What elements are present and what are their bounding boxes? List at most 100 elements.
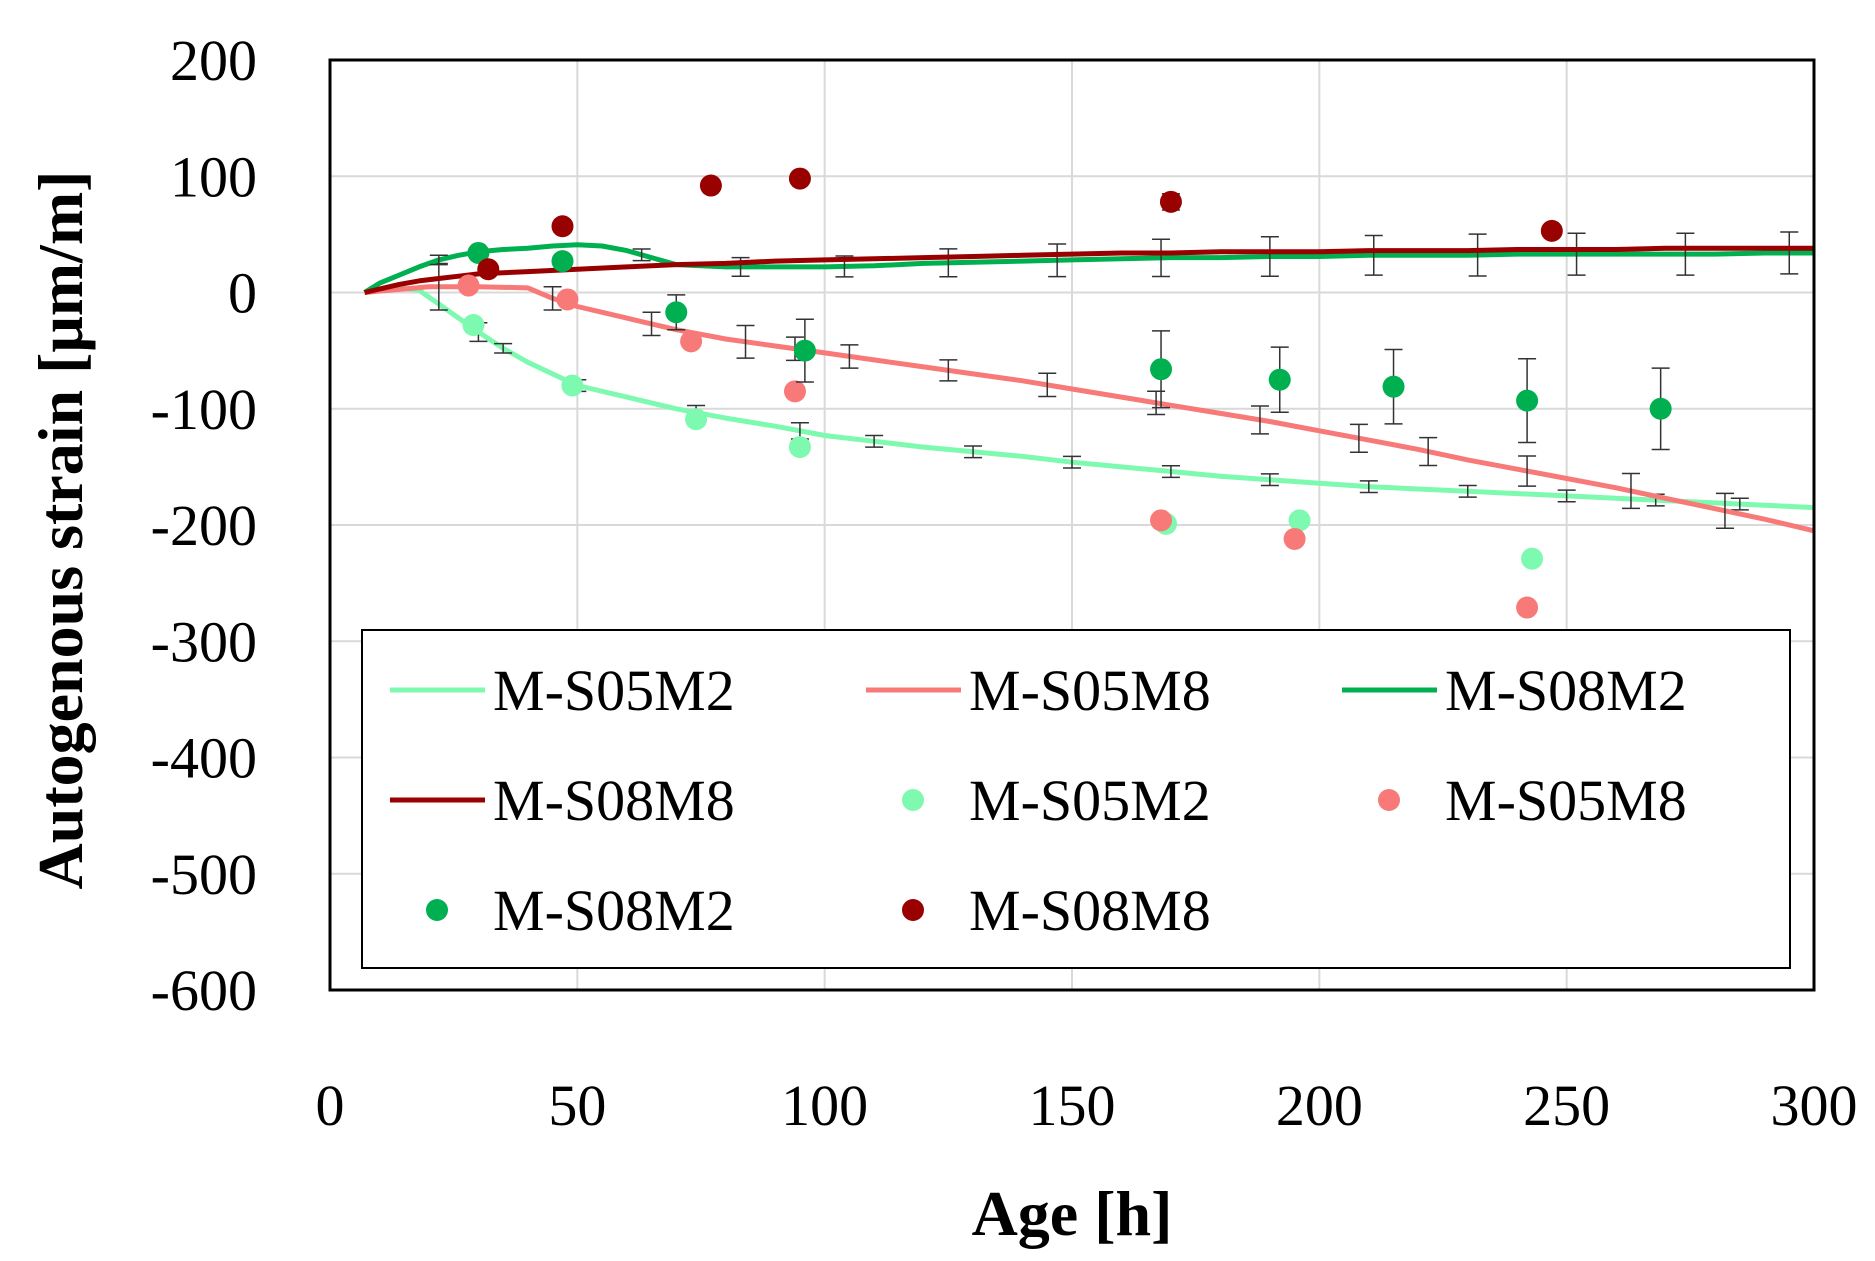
legend-marker-swatch	[1378, 789, 1400, 811]
legend-label: M-S05M8	[1445, 768, 1687, 833]
scatter-point	[1288, 509, 1311, 532]
scatter-point	[462, 314, 485, 337]
error-bar	[1780, 231, 1799, 275]
legend-label: M-S08M2	[493, 878, 735, 943]
error-bar	[964, 445, 983, 459]
legend-entry: M-S08M2	[1342, 658, 1687, 723]
legend-entry: M-S05M8	[866, 658, 1211, 723]
scatter-point	[1521, 547, 1544, 570]
legend-label: M-S05M8	[969, 658, 1211, 723]
legend-box	[361, 629, 1791, 969]
plot-border	[328, 58, 1816, 992]
tick-labels: 0 50 100 150 200 250 300 -600 -500 -400 -300 -200 -1…	[151, 28, 1858, 1138]
error-bar	[939, 359, 958, 382]
x-tick-label: 150	[1029, 1073, 1116, 1138]
scatter-point	[1283, 527, 1306, 550]
error-bar	[494, 342, 513, 354]
error-bar	[1048, 243, 1067, 278]
scatter-point	[685, 408, 708, 431]
error-bar	[632, 248, 651, 262]
legend-label: M-S08M8	[969, 878, 1211, 943]
legend-entry: M-S05M2	[390, 658, 735, 723]
y-tick-label: -100	[151, 377, 257, 442]
error-bar	[1161, 464, 1180, 479]
scatter-point	[556, 288, 579, 311]
legend-entry: M-S05M2	[902, 768, 1211, 833]
legend-marker-swatch	[426, 899, 448, 921]
error-bar	[1359, 480, 1378, 494]
y-tick-label: -500	[151, 842, 257, 907]
legend-entry: M-S05M8	[1378, 768, 1687, 833]
scatter-point	[1516, 596, 1539, 619]
error-bar	[1715, 492, 1734, 530]
error-bar	[1063, 455, 1081, 469]
error-bar	[939, 248, 958, 278]
scatter-point	[680, 330, 703, 353]
scatter-point	[699, 174, 722, 197]
legend-entry: M-S08M8	[902, 878, 1211, 943]
error-bar	[1364, 234, 1383, 276]
x-tick-label: 100	[781, 1073, 868, 1138]
legend-label: M-S08M8	[493, 768, 735, 833]
error-bar	[1468, 233, 1487, 277]
scatter-point	[793, 339, 816, 362]
error-bar	[1260, 235, 1279, 277]
scatter-point	[1649, 397, 1672, 420]
y-tick-label: -600	[151, 958, 257, 1023]
scatter-point	[1159, 190, 1182, 213]
error-bar	[1557, 489, 1576, 503]
x-tick-label: 200	[1276, 1073, 1363, 1138]
scatter-point	[457, 274, 480, 297]
error-bar	[1419, 436, 1438, 467]
error-bar	[642, 311, 661, 337]
legend-label: M-S05M2	[493, 658, 735, 723]
error-bar	[1152, 238, 1171, 278]
series-layer	[363, 167, 1815, 619]
error-bar	[865, 434, 884, 448]
error-bar	[1458, 484, 1477, 498]
legend-label: M-S08M2	[1445, 658, 1687, 723]
scatter-point	[561, 374, 584, 397]
y-tick-label: 100	[170, 144, 257, 209]
error-bar	[1676, 232, 1695, 276]
error-bar	[1621, 472, 1640, 510]
scatter-point	[783, 380, 806, 403]
legend-marker-swatch	[902, 899, 924, 921]
y-tick-label: 0	[228, 261, 257, 326]
scatter-point	[1268, 368, 1291, 391]
scatter-point	[1382, 375, 1405, 398]
scatter-point	[1516, 389, 1539, 412]
x-tick-label: 250	[1523, 1073, 1610, 1138]
error-bar	[1518, 455, 1537, 487]
scatter-point	[1150, 358, 1173, 381]
x-axis-title: Age [h]	[972, 1178, 1173, 1249]
scatter-point	[477, 258, 500, 281]
y-tick-label: -400	[151, 726, 257, 791]
y-axis-title: Autogenous strain [μm/m]	[25, 171, 96, 890]
y-tick-label: -200	[151, 493, 257, 558]
x-tick-label: 50	[548, 1073, 606, 1138]
error-bar	[1349, 423, 1368, 453]
error-bar	[543, 285, 562, 311]
error-bar	[1260, 473, 1279, 487]
legend: M-S05M2 M-S05M8 M-S08M2 M-S08M8 M-S05M2 M-S05…	[361, 629, 1791, 969]
scatter-point	[467, 241, 490, 264]
scatter-point	[788, 167, 811, 190]
error-bar	[1567, 232, 1586, 276]
error-bar	[1250, 405, 1269, 435]
scatter-point	[551, 215, 574, 238]
legend-entry: M-S08M8	[390, 768, 735, 833]
legend-label: M-S05M2	[969, 768, 1211, 833]
x-tick-label: 0	[316, 1073, 345, 1138]
scatter-point	[665, 301, 688, 324]
error-bar	[736, 324, 755, 359]
error-bar	[1730, 497, 1749, 511]
y-tick-label: -300	[151, 609, 257, 674]
error-bar	[429, 254, 448, 266]
scatter-point	[551, 250, 574, 273]
legend-marker-swatch	[902, 789, 924, 811]
scatter-point	[1150, 509, 1173, 532]
scatter-point	[788, 436, 811, 459]
error-bar	[840, 344, 859, 369]
